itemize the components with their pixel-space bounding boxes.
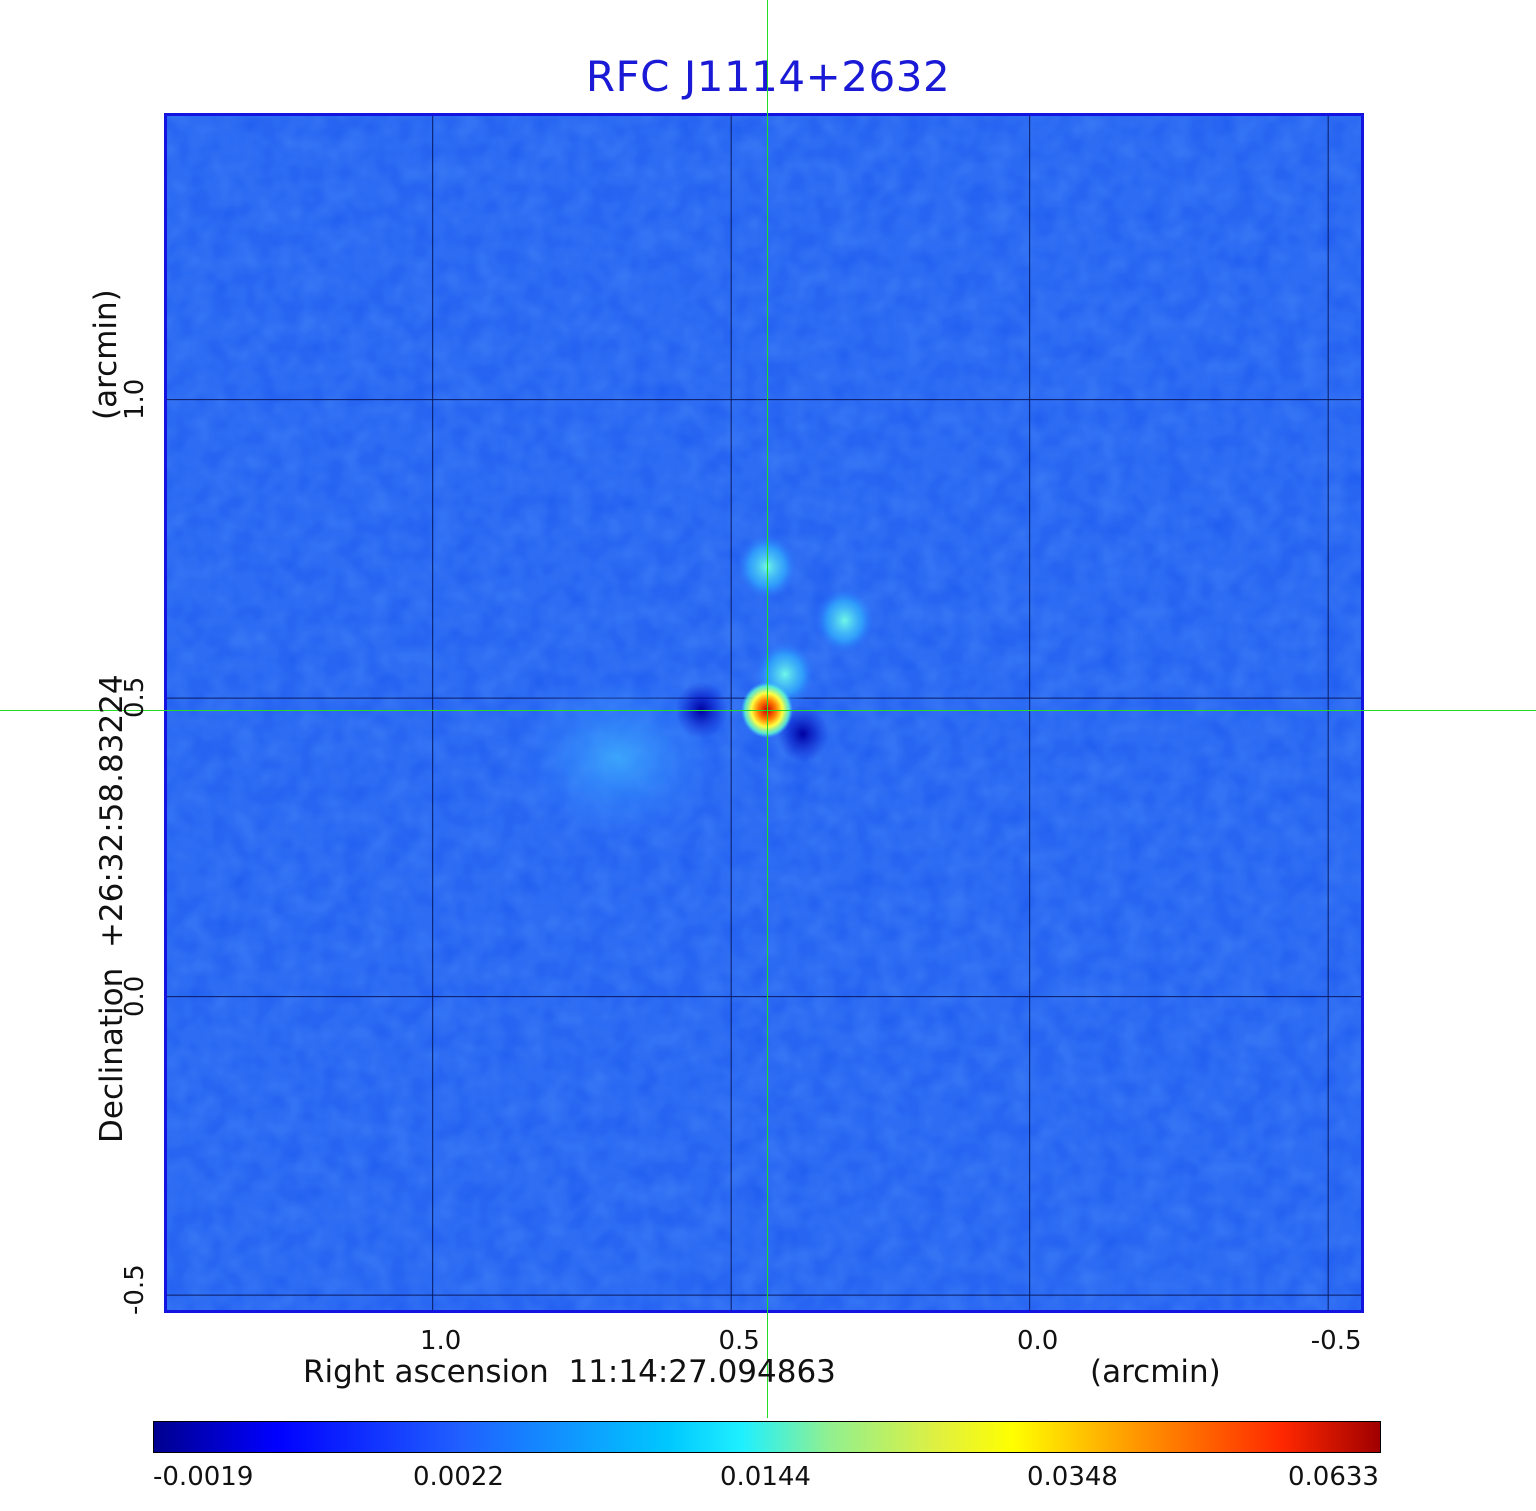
x-tick-label: 1.0: [419, 1326, 462, 1356]
x-axis-label: Right ascension 11:14:27.094863: [303, 1354, 836, 1390]
source-features: [507, 533, 875, 848]
image-frame[interactable]: [164, 113, 1364, 1313]
chart-title: RFC J1114+2632: [585, 52, 951, 101]
colorbar-tick-label: 0.0022: [413, 1462, 504, 1492]
y-tick-label: 1.0: [120, 378, 150, 420]
diffuse-emission: [507, 667, 728, 848]
x-tick-label: 0.5: [718, 1326, 760, 1356]
y-axis-label: Declination +26:32:58.83224: [94, 674, 130, 1143]
y-tick-label: -0.5: [120, 1264, 150, 1316]
colorbar-tick-label: 0.0633: [1288, 1462, 1379, 1492]
colorbar-tick-label: 0.0348: [1027, 1462, 1118, 1492]
crosshair-horizontal[interactable]: [0, 710, 1536, 711]
grid-lines: [167, 116, 1361, 1310]
x-tick-label: 0.0: [1016, 1326, 1059, 1356]
y-axis-unit: (arcmin): [88, 289, 124, 420]
crosshair-vertical[interactable]: [767, 0, 768, 1418]
x-tick-label: -0.5: [1310, 1326, 1362, 1356]
colorbar-tick-label: -0.0019: [153, 1462, 254, 1492]
feature-0: [736, 533, 797, 600]
x-axis-unit: (arcmin): [1090, 1354, 1221, 1390]
colorbar-tick-label: 0.0144: [720, 1462, 811, 1492]
colorbar: [153, 1421, 1381, 1453]
feature-1: [814, 587, 875, 654]
heatmap-plot: [167, 116, 1361, 1310]
